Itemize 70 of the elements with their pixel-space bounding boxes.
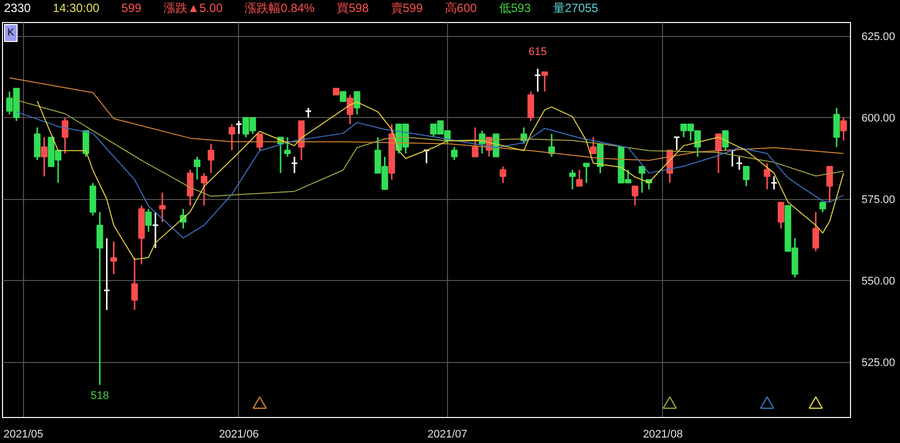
text: 量27055 xyxy=(552,1,598,15)
candlestick xyxy=(152,211,159,249)
candlestick xyxy=(34,126,41,161)
candlestick xyxy=(638,166,646,194)
text: 賣599 xyxy=(390,1,423,15)
candlestick xyxy=(576,169,583,187)
candlestick xyxy=(290,156,298,174)
text: 漲跌▲5.00 xyxy=(163,1,223,15)
candlestick xyxy=(346,94,354,125)
candlestick xyxy=(103,238,110,311)
text: 高600 xyxy=(444,1,477,15)
candlestick xyxy=(840,116,847,142)
y-tick-label: 600.00 xyxy=(862,112,896,125)
text: 2330 xyxy=(4,1,31,15)
candlestick xyxy=(583,162,590,184)
candlestick xyxy=(256,133,263,152)
candlestick xyxy=(284,136,291,158)
y-tick-label: 550.00 xyxy=(862,276,896,288)
candlestick xyxy=(200,172,208,206)
candlestick xyxy=(186,169,194,206)
candlestick xyxy=(159,192,166,223)
annotation: 615 xyxy=(528,46,547,58)
candlestick xyxy=(812,211,820,252)
x-tick-label: 2021/06 xyxy=(218,428,259,440)
candlestick xyxy=(208,142,214,174)
text: 漲跌幅0.84% xyxy=(244,1,315,15)
candlestick xyxy=(110,240,117,275)
candlestick xyxy=(590,136,597,154)
text: 買598 xyxy=(336,1,369,15)
candlestick xyxy=(632,185,638,206)
candlestick xyxy=(541,71,548,92)
candlestick xyxy=(534,68,542,92)
candlestick xyxy=(764,162,770,190)
text: 14:30:00 xyxy=(52,1,100,15)
candlestick xyxy=(722,130,729,152)
candlestick xyxy=(673,136,680,152)
candlestick xyxy=(96,211,104,386)
candlestick xyxy=(40,136,48,178)
candlestick xyxy=(770,176,778,190)
x-tick-label: 2021/05 xyxy=(3,428,44,440)
candlestick xyxy=(715,133,722,174)
candlestick xyxy=(235,120,242,135)
text: 低593 xyxy=(498,1,531,15)
candlestick xyxy=(131,257,138,311)
y-tick-label: 575.00 xyxy=(862,194,896,206)
candlestick xyxy=(569,169,576,190)
candlestick xyxy=(500,166,506,184)
annotation: 518 xyxy=(90,390,109,402)
candlestick xyxy=(472,126,478,158)
candlestick xyxy=(826,166,833,204)
candlestick xyxy=(833,107,840,148)
candlestick xyxy=(228,123,236,152)
annotation: K xyxy=(8,28,14,38)
candlestick xyxy=(819,202,826,213)
x-tick-label: 2021/08 xyxy=(642,428,683,440)
text: 599 xyxy=(121,1,142,15)
candlestick xyxy=(742,166,750,187)
x-tick-label: 2021/07 xyxy=(427,428,468,440)
candlestick xyxy=(451,146,458,161)
candlestick xyxy=(736,156,743,171)
y-tick-label: 625.00 xyxy=(862,31,896,44)
candlestick xyxy=(354,90,360,116)
y-tick-label: 525.00 xyxy=(862,357,896,370)
candlestick xyxy=(340,91,346,102)
candlestick xyxy=(62,116,68,154)
candlestick xyxy=(778,202,784,230)
candlestick xyxy=(145,208,152,232)
candlestick xyxy=(304,107,312,118)
candlestick xyxy=(527,90,534,122)
candlestick xyxy=(194,156,200,180)
